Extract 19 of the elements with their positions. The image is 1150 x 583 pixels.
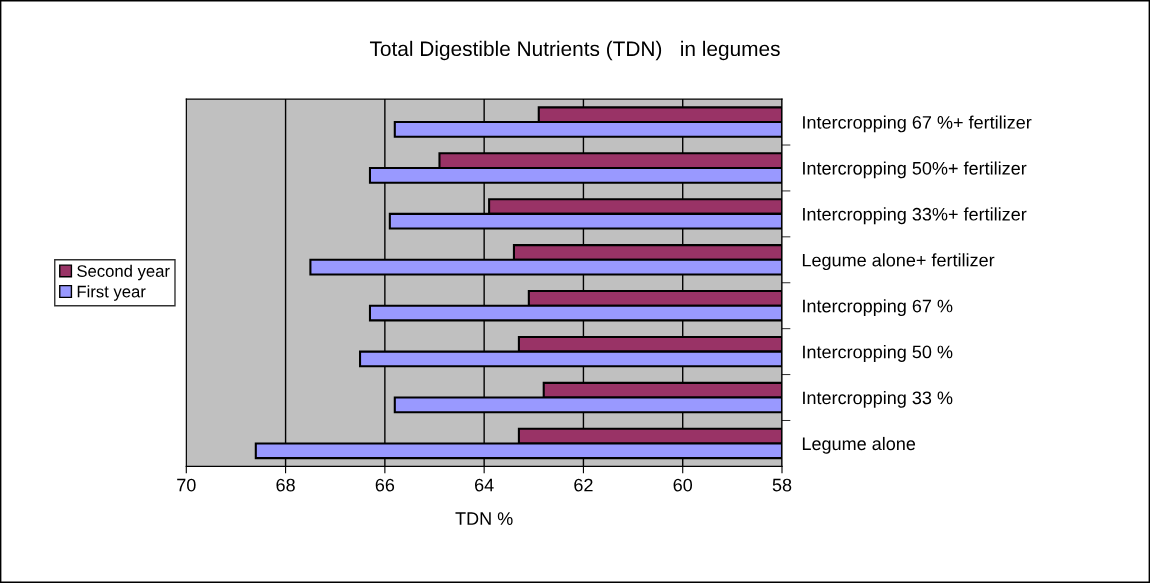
y-tick-label: Intercropping 67 % bbox=[803, 299, 953, 316]
y-tick-label: Legume alone bbox=[802, 436, 916, 454]
x-axis-title: TDN % bbox=[455, 512, 513, 525]
y-tick-label: Intercropping 50 % bbox=[803, 345, 953, 362]
x-tick-label: 58 bbox=[772, 478, 792, 492]
chart-title: Total Digestible Nutrients (TDN) in legumes bbox=[369, 40, 780, 61]
legend-label: First year bbox=[77, 285, 146, 301]
x-tick-label: 64 bbox=[475, 478, 494, 492]
x-tick-label: 70 bbox=[177, 478, 196, 492]
x-tick-label: 60 bbox=[673, 478, 693, 492]
y-tick-label: Intercropping 50%+ fertilizer bbox=[803, 161, 1027, 179]
x-tick-label: 68 bbox=[276, 478, 295, 492]
x-tick-label: 62 bbox=[574, 478, 593, 492]
y-tick-label: Legume alone+ fertilizer bbox=[802, 253, 995, 271]
x-tick-label: 66 bbox=[375, 478, 395, 492]
y-tick-label: Intercropping 33%+ fertilizer bbox=[803, 207, 1027, 225]
y-tick-label: Intercropping 67 %+ fertilizer bbox=[803, 115, 1032, 133]
y-tick-label: Intercropping 33 % bbox=[803, 390, 953, 408]
legend-label: Second year bbox=[77, 264, 170, 281]
